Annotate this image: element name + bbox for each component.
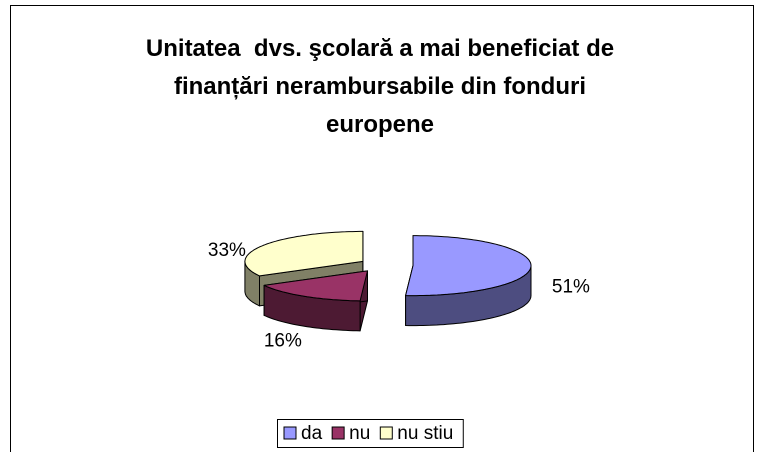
legend-label: nu stiu (397, 423, 453, 444)
data-label: 33% (208, 240, 246, 261)
chart-title: Unitatea dvs. şcolară a mai beneficiat d… (145, 35, 621, 138)
legend-swatch (283, 426, 297, 440)
slice (405, 235, 532, 297)
legend-swatch (331, 426, 345, 440)
data-label: 51% (552, 276, 590, 297)
slice (244, 230, 364, 277)
data-label: 16% (264, 331, 302, 352)
chart-border (10, 5, 754, 452)
legend-label: nu (349, 423, 370, 444)
legend-label: da (301, 423, 323, 444)
slice (263, 270, 368, 302)
legend-swatch (379, 426, 393, 440)
legend-box (277, 419, 464, 448)
